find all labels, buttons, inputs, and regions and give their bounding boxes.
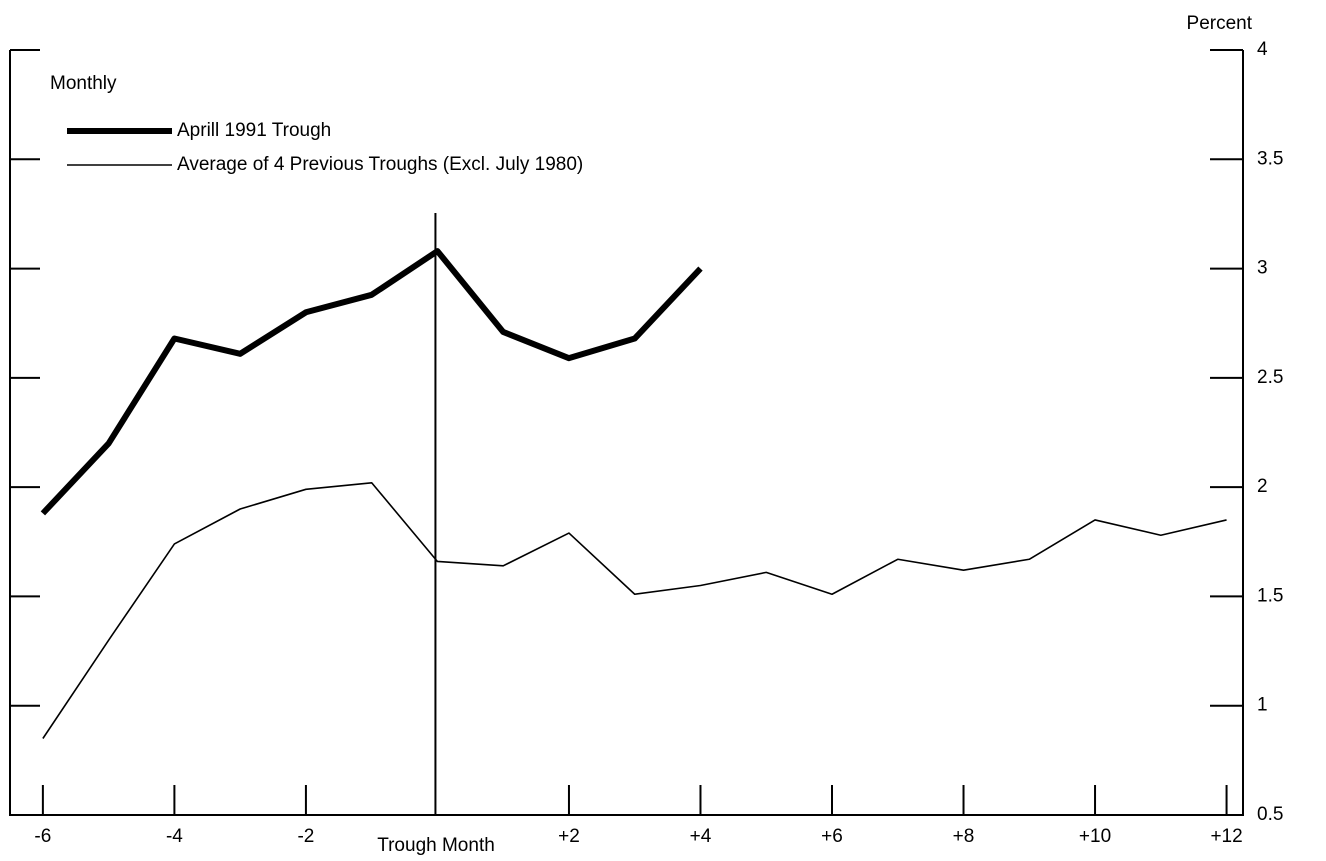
y-tick-label: 1 bbox=[1257, 695, 1268, 716]
y-tick-label: 2 bbox=[1257, 476, 1268, 497]
x-tick-label: -6 bbox=[34, 826, 51, 847]
x-tick-label: +12 bbox=[1210, 826, 1242, 847]
y-tick-label: 0.5 bbox=[1257, 804, 1283, 825]
y-axis-label: Percent bbox=[1187, 13, 1253, 34]
line-series bbox=[42, 481, 1227, 739]
legend-label: Average of 4 Previous Troughs (Excl. Jul… bbox=[177, 154, 583, 175]
x-tick-label: +8 bbox=[953, 826, 975, 847]
y-tick-label: 3 bbox=[1257, 258, 1268, 279]
x-tick-label: -4 bbox=[166, 826, 183, 847]
y-tick-label: 2.5 bbox=[1257, 367, 1283, 388]
y-tick-label: 3.5 bbox=[1257, 148, 1283, 169]
x-tick-label: +4 bbox=[690, 826, 712, 847]
x-tick-label: +2 bbox=[558, 826, 580, 847]
y-tick-label: 4 bbox=[1257, 39, 1268, 60]
x-tick-label: +10 bbox=[1079, 826, 1111, 847]
frame bbox=[9, 50, 1244, 816]
legend-label: Aprill 1991 Trough bbox=[177, 120, 331, 141]
line-series bbox=[40, 248, 703, 516]
y-tick-label: 1.5 bbox=[1257, 585, 1283, 606]
x-tick-label: +6 bbox=[821, 826, 843, 847]
annotation: Monthly bbox=[50, 73, 117, 94]
x-axis-label: Trough Month bbox=[377, 835, 495, 856]
x-tick-label: -2 bbox=[297, 826, 314, 847]
